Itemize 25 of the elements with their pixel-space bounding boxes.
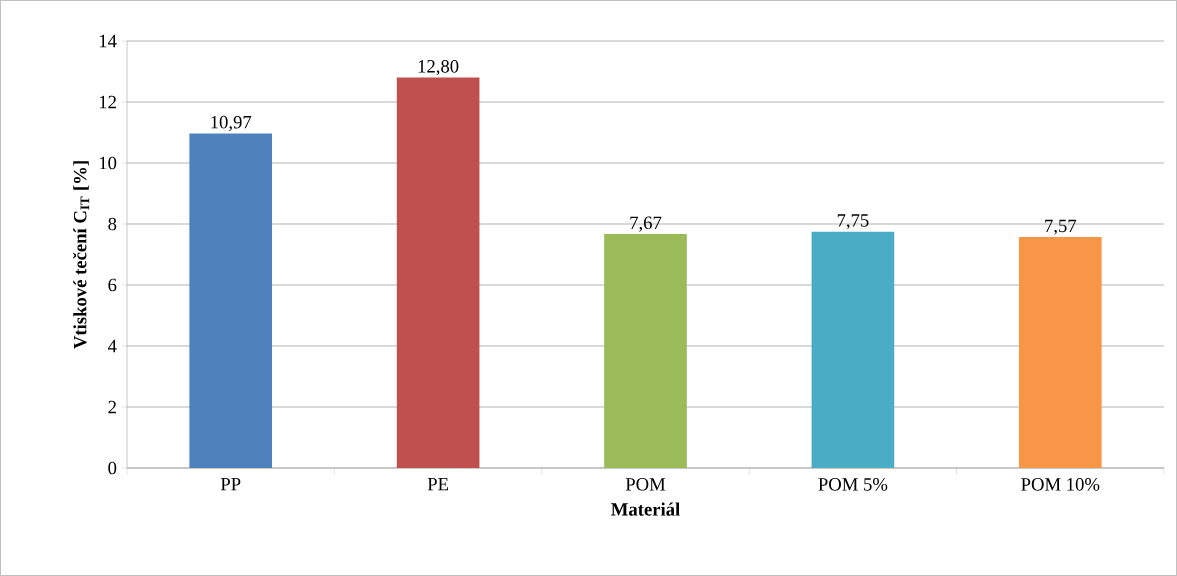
x-tick-label: POM 10% (1021, 478, 1100, 491)
data-label: 12,80 (418, 60, 459, 76)
bar (396, 77, 480, 468)
y-tick-label: 8 (108, 217, 117, 231)
y-tick-label: 10 (99, 156, 117, 170)
bar (189, 133, 273, 468)
x-tick-label: POM (625, 478, 666, 491)
x-tick-label: POM 5% (818, 478, 888, 491)
data-label: 7,75 (837, 214, 869, 230)
data-label: 10,97 (211, 115, 252, 132)
y-tick-label: 4 (107, 339, 117, 353)
data-label: 7,57 (1045, 219, 1077, 235)
data-label: 7,67 (630, 216, 662, 232)
bar (811, 231, 895, 468)
y-tick-label: 2 (108, 400, 116, 414)
text: Vtiskové tečení C$_{IT}$ [%] (73, 161, 90, 349)
y-tick-label: 0 (108, 461, 117, 475)
y-tick-label: 14 (99, 34, 117, 48)
bar (604, 234, 687, 468)
bar (1018, 237, 1102, 468)
x-axis-title: Materiál (611, 502, 680, 516)
x-tick-label: PP (220, 478, 241, 491)
x-tick-label: PE (427, 478, 449, 491)
y-tick-label: 12 (99, 95, 116, 109)
y-tick-label: 6 (108, 278, 117, 292)
